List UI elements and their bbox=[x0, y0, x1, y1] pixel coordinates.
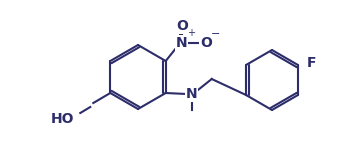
Text: HO: HO bbox=[51, 112, 74, 126]
Text: F: F bbox=[307, 56, 316, 70]
Text: N: N bbox=[176, 36, 187, 50]
Text: O: O bbox=[176, 19, 187, 33]
Text: O: O bbox=[200, 36, 212, 50]
Text: N: N bbox=[186, 87, 197, 101]
Text: +: + bbox=[187, 28, 195, 38]
Text: −: − bbox=[211, 29, 220, 39]
